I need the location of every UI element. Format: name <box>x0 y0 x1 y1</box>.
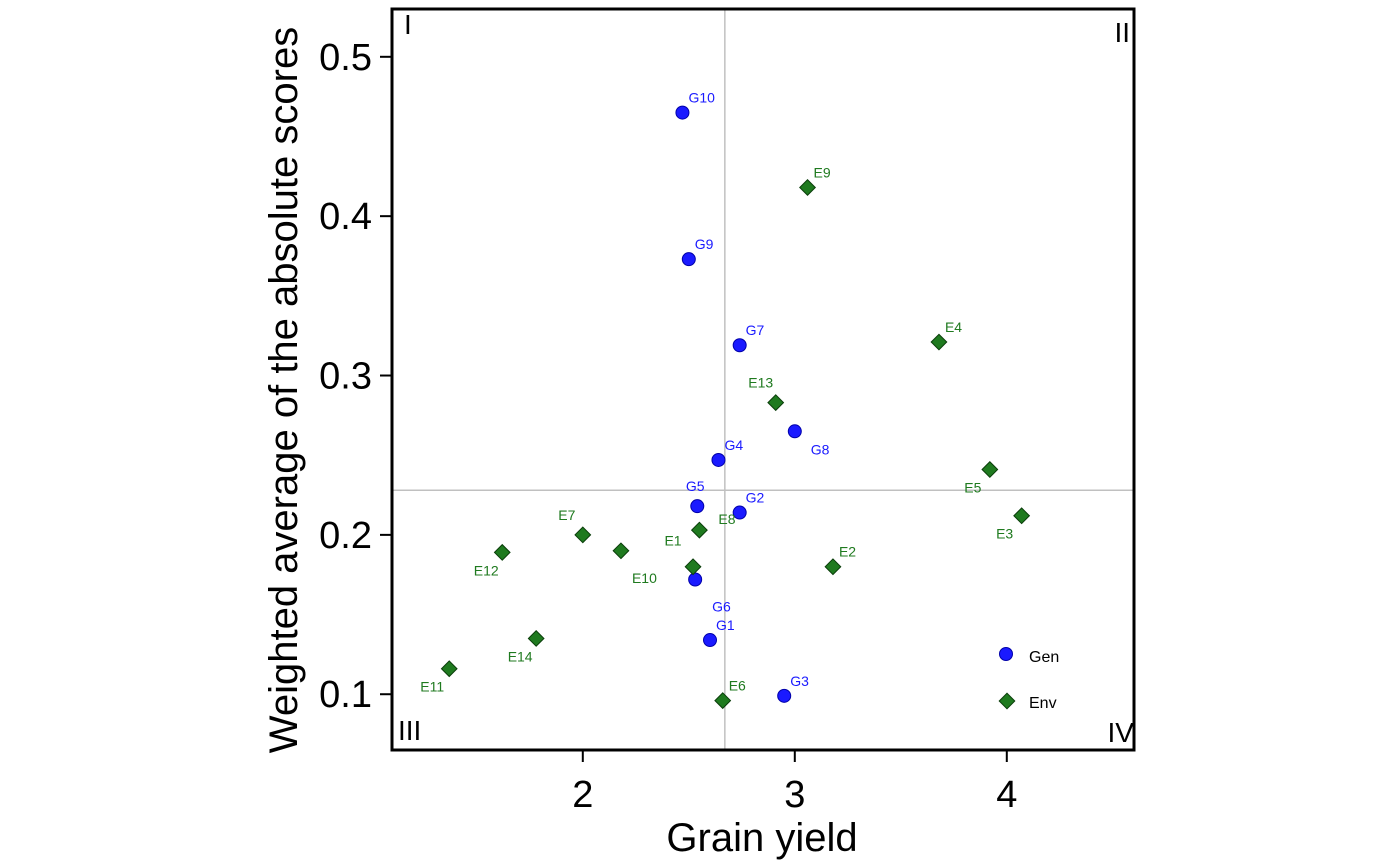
point-label-g7: G7 <box>746 322 765 338</box>
point-label-e11: E11 <box>420 679 444 695</box>
point-label-g3: G3 <box>790 673 809 689</box>
plot-frame <box>390 7 1136 752</box>
point-label-e6: E6 <box>729 678 746 694</box>
x-tick-label: 2 <box>572 774 593 816</box>
plot-area: 0.1 0.2 0.3 0.4 0.5 2 3 4 G1 G2 G3 G4 G5 G6 G7 G8 G9 G10 E… <box>319 7 1136 816</box>
point-label-g5: G5 <box>686 478 705 494</box>
point-g5 <box>690 499 705 514</box>
point-e2 <box>824 558 842 576</box>
point-label-e8: E8 <box>718 511 735 527</box>
point-e1 <box>684 558 702 576</box>
point-label-g8: G8 <box>811 441 830 457</box>
legend: Gen Env <box>998 647 1059 712</box>
point-label-e10: E10 <box>632 570 657 586</box>
point-e12 <box>493 543 511 561</box>
quadrant-label-top-left: I <box>404 9 412 40</box>
x-axis-title: Grain yield <box>666 816 857 860</box>
y-tick-label: 0.4 <box>319 196 372 238</box>
point-e7 <box>574 526 592 544</box>
legend-env-label: Env <box>1029 695 1057 712</box>
x-tick-label: 3 <box>784 774 805 816</box>
legend-env-marker <box>998 692 1016 710</box>
point-g8 <box>787 424 802 439</box>
point-label-g6: G6 <box>712 598 731 614</box>
point-g1 <box>703 633 717 648</box>
point-label-e1: E1 <box>664 533 681 549</box>
y-tick-label: 0.3 <box>319 356 372 398</box>
quadrant-label-bottom-left: III <box>398 715 421 746</box>
point-label-g2: G2 <box>746 490 765 506</box>
point-label-e13: E13 <box>748 375 773 391</box>
point-label-e5: E5 <box>964 480 981 496</box>
point-g2 <box>732 505 747 520</box>
point-label-e14: E14 <box>508 648 533 664</box>
x-tick-label: 4 <box>996 774 1017 816</box>
point-label-g10: G10 <box>688 90 715 106</box>
point-e11 <box>440 660 458 678</box>
quadrant-label-top-right: II <box>1114 17 1130 48</box>
point-label-g9: G9 <box>695 236 714 252</box>
quadrant-label-bottom-right: IV <box>1108 717 1135 748</box>
point-g9 <box>681 252 696 267</box>
point-label-e12: E12 <box>474 562 499 578</box>
point-g10 <box>675 105 690 120</box>
point-e4 <box>930 333 948 351</box>
point-e8 <box>690 521 708 539</box>
point-label-e3: E3 <box>996 526 1013 542</box>
point-label-e4: E4 <box>945 319 962 335</box>
point-e3 <box>1013 507 1031 525</box>
y-axis-title: Weighted average of the absolute scores <box>262 27 306 753</box>
point-e9 <box>799 178 817 196</box>
point-e13 <box>767 394 785 412</box>
y-tick-label: 0.2 <box>319 515 372 557</box>
point-e5 <box>981 461 999 479</box>
y-tick-label: 0.5 <box>319 37 372 79</box>
point-g7 <box>732 338 747 353</box>
point-label-e7: E7 <box>558 507 575 523</box>
point-g3 <box>777 688 792 703</box>
point-label-g1: G1 <box>716 617 735 633</box>
legend-gen-label: Gen <box>1029 649 1059 666</box>
point-e14 <box>527 629 545 647</box>
point-label-g4: G4 <box>724 437 743 453</box>
legend-gen-marker <box>999 647 1013 661</box>
point-g6 <box>688 572 703 587</box>
point-label-e2: E2 <box>839 544 856 560</box>
point-g4 <box>711 452 726 467</box>
point-label-e9: E9 <box>814 164 831 180</box>
point-e10 <box>612 542 630 560</box>
point-e6 <box>714 692 732 710</box>
y-tick-label: 0.1 <box>319 674 372 716</box>
